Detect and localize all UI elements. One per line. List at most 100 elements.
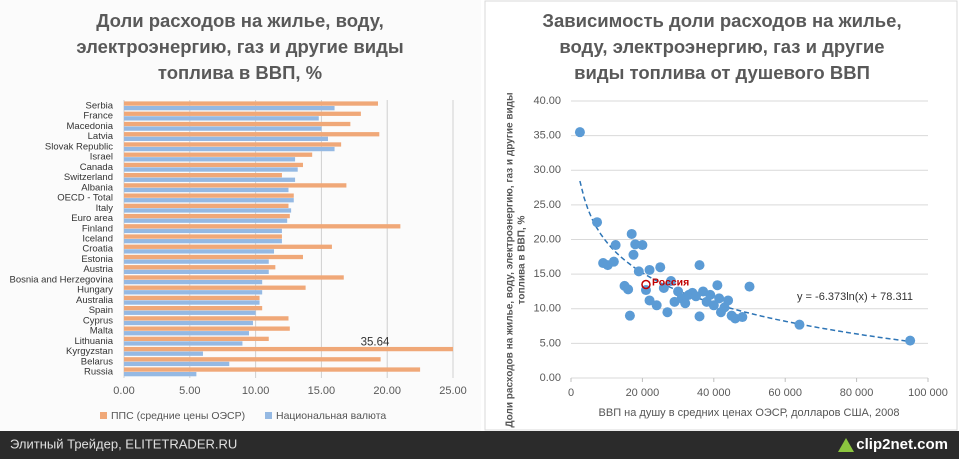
bar bbox=[124, 320, 253, 326]
bar bbox=[124, 193, 294, 198]
point bbox=[626, 228, 637, 239]
y-tick-label: 30.00 bbox=[533, 164, 561, 176]
bar bbox=[124, 279, 263, 285]
y-tick-label: 5.00 bbox=[540, 337, 561, 349]
bar bbox=[124, 346, 453, 352]
x-tick-label: 15.00 bbox=[308, 385, 336, 397]
bar bbox=[124, 244, 332, 249]
x-tick-label: 60 000 bbox=[768, 387, 802, 399]
x-tick-label: 0.00 bbox=[113, 385, 134, 397]
chart-title: Доли расходов на жилье, воду, bbox=[96, 10, 384, 31]
bar bbox=[124, 224, 401, 229]
bar bbox=[124, 351, 203, 356]
point bbox=[623, 284, 634, 295]
category-label: Iceland bbox=[82, 234, 113, 245]
x-axis-label: ВВП на душу в средних ценах ОЭСР, доллар… bbox=[599, 407, 900, 419]
point bbox=[574, 127, 585, 138]
bar bbox=[124, 173, 282, 178]
point bbox=[644, 295, 655, 306]
bar bbox=[124, 116, 319, 121]
bar bbox=[124, 275, 344, 280]
category-label: Latvia bbox=[88, 131, 114, 142]
bar bbox=[124, 208, 292, 213]
point bbox=[723, 295, 734, 306]
annotation: Россия bbox=[652, 276, 689, 288]
point bbox=[705, 289, 716, 300]
footer-left: Элитный Трейдер, ELITETRADER.RU bbox=[10, 436, 237, 451]
point bbox=[633, 266, 644, 277]
category-label: Kyrgyzstan bbox=[66, 346, 113, 357]
point bbox=[624, 310, 635, 321]
bar bbox=[124, 259, 269, 264]
point bbox=[644, 264, 655, 275]
bar bbox=[124, 183, 347, 188]
trendline-label: y = -6.373ln(x) + 78.311 bbox=[797, 291, 913, 303]
x-tick-label: 80 000 bbox=[840, 387, 874, 399]
bar bbox=[124, 265, 276, 270]
bar bbox=[124, 372, 197, 377]
category-label: Lithuania bbox=[74, 336, 113, 347]
category-label: Croatia bbox=[82, 244, 113, 255]
bar bbox=[124, 295, 260, 301]
bar bbox=[124, 121, 351, 127]
bar bbox=[124, 218, 288, 223]
category-label: Serbia bbox=[86, 101, 114, 112]
legend-swatch bbox=[265, 412, 272, 419]
category-label: Australia bbox=[76, 295, 114, 306]
category-label: Cyprus bbox=[83, 315, 113, 326]
category-label: Albania bbox=[81, 182, 113, 193]
data-label: 35.64 bbox=[361, 337, 390, 349]
chart-title: электроэнергию, газ и другие виды bbox=[76, 36, 403, 57]
point bbox=[680, 298, 691, 309]
point bbox=[608, 256, 619, 267]
point bbox=[737, 312, 748, 323]
chart-title: виды топлива от душевого ВВП bbox=[574, 62, 870, 83]
bar bbox=[124, 157, 296, 162]
category-label: Slovak Republic bbox=[45, 141, 113, 152]
point bbox=[658, 282, 669, 293]
y-tick-label: 15.00 bbox=[533, 268, 561, 280]
bar bbox=[124, 269, 269, 274]
point bbox=[712, 280, 723, 291]
bar bbox=[124, 126, 322, 131]
x-tick-label: 25.00 bbox=[439, 385, 467, 397]
bar bbox=[124, 187, 289, 193]
x-tick-label: 10.00 bbox=[242, 385, 270, 397]
bar bbox=[124, 361, 230, 367]
point bbox=[610, 240, 621, 251]
bar bbox=[124, 203, 289, 209]
x-tick-label: 0 bbox=[568, 387, 574, 399]
y-tick-label: 25.00 bbox=[533, 199, 561, 211]
point bbox=[744, 281, 755, 292]
logo-icon bbox=[838, 438, 854, 452]
right-panel bbox=[484, 0, 958, 431]
category-label: Euro area bbox=[71, 213, 113, 224]
bar bbox=[124, 213, 290, 219]
chart-title: воду, электроэнергию, газ и другие bbox=[559, 36, 884, 57]
point bbox=[662, 307, 673, 318]
bar bbox=[124, 300, 260, 305]
annotation-marker bbox=[641, 279, 651, 290]
bar bbox=[124, 136, 328, 141]
point bbox=[694, 311, 705, 322]
chart-title: топлива в ВВП, % bbox=[158, 62, 322, 83]
y-tick-label: 0.00 bbox=[540, 372, 561, 384]
category-label: Hungary bbox=[77, 285, 113, 296]
point bbox=[905, 335, 916, 346]
point bbox=[655, 262, 666, 273]
point bbox=[694, 260, 705, 271]
bar bbox=[124, 162, 303, 168]
bar bbox=[124, 152, 313, 157]
y-tick-label: 40.00 bbox=[533, 95, 561, 107]
bar bbox=[124, 228, 282, 234]
category-label: Russia bbox=[84, 367, 114, 378]
category-label: France bbox=[83, 111, 113, 122]
bar bbox=[124, 132, 380, 137]
footer-bar bbox=[0, 431, 959, 459]
bar bbox=[124, 326, 290, 331]
x-tick-label: 20 000 bbox=[626, 387, 660, 399]
category-label: Spain bbox=[89, 305, 113, 316]
bar bbox=[124, 146, 335, 152]
legend-label: Национальная валюта bbox=[276, 410, 386, 422]
